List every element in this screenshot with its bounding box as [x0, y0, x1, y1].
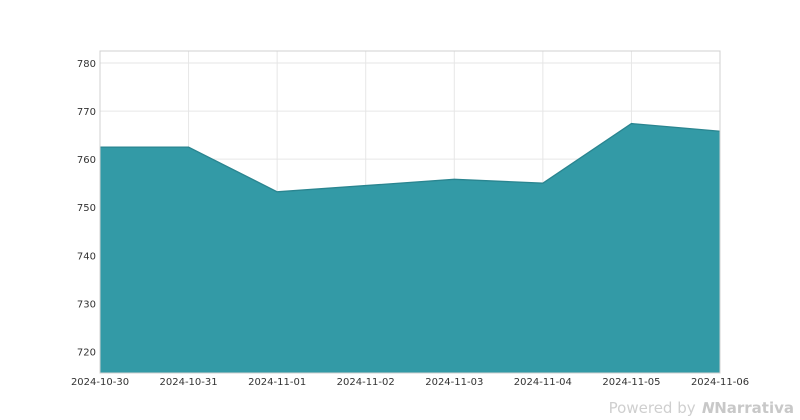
y-tick-label: 740	[77, 251, 96, 262]
area-fill	[100, 123, 720, 373]
x-tick-label: 2024-10-31	[160, 377, 218, 388]
series-layer	[99, 122, 721, 373]
y-tick-label: 770	[77, 107, 96, 118]
series-line	[100, 122, 721, 193]
x-tick-label: 2024-11-02	[337, 377, 395, 388]
x-tick-label: 2024-11-04	[514, 377, 572, 388]
x-tick-label: 2024-11-06	[691, 377, 749, 388]
y-tick-label: 760	[77, 155, 96, 166]
brand-label: Narrativa	[714, 399, 794, 417]
x-tick-label: 2024-11-05	[602, 377, 660, 388]
x-tick-label: 2024-11-03	[425, 377, 483, 388]
y-axis: 720 730 740 750 760 770 780	[77, 59, 96, 358]
powered-by-watermark: Powered by NNarrativa	[609, 399, 794, 417]
y-tick-label: 720	[77, 347, 96, 358]
plot-frame	[99, 50, 721, 374]
powered-by-label: Powered by	[608, 399, 696, 417]
y-tick-label: 750	[77, 203, 96, 214]
x-tick-label: 2024-10-30	[71, 377, 129, 388]
y-tick-label: 780	[77, 59, 96, 70]
y-tick-label: 730	[77, 299, 96, 310]
x-tick-label: 2024-11-01	[248, 377, 306, 388]
x-axis: 2024-10-30 2024-10-31 2024-11-01 2024-11-02…	[71, 377, 749, 388]
brand-name: NNarrativa	[700, 399, 794, 417]
